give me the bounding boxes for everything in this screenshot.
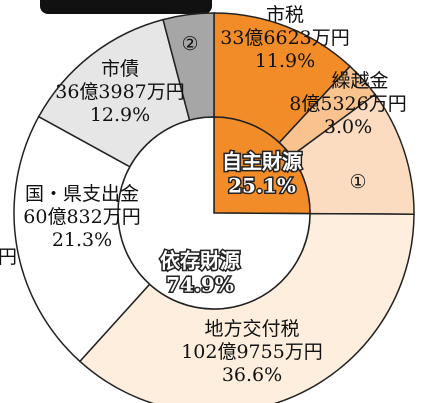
amount-label: 102億9755万円: [181, 341, 323, 363]
segment-label: ②: [181, 33, 198, 55]
segment-label: ①: [349, 171, 366, 193]
amount-label: 36億3987万円: [55, 81, 185, 103]
segment-label: 国・県支出金: [25, 183, 139, 205]
value-label: 21.3%: [52, 229, 112, 251]
amount-label: 33億6623万円: [220, 27, 350, 49]
amount-label: 60億832万円: [23, 206, 140, 228]
segment-label: 地方交付税: [204, 318, 299, 340]
inner-label: 自主財源: [222, 150, 302, 174]
segment-label: 市税: [266, 4, 304, 26]
inner-value-label: 25.1%: [228, 174, 296, 198]
inner-label: 依存財源: [160, 249, 240, 273]
segment-label: 繰越金: [331, 70, 388, 92]
value-label: 12.9%: [90, 104, 150, 126]
inner-value-label: 74.9%: [166, 273, 234, 297]
inner-segment: [117, 116, 311, 310]
value-label: 11.9%: [255, 50, 315, 72]
amount-label: 8億5326万円: [289, 93, 406, 115]
header-tab: [40, 0, 212, 14]
value-label: 36.6%: [222, 364, 282, 386]
segment-label: 市債: [101, 58, 139, 80]
inner-segment: [213, 116, 311, 215]
value-label: 3.0%: [324, 116, 372, 138]
cropped-label: 円: [0, 246, 17, 268]
